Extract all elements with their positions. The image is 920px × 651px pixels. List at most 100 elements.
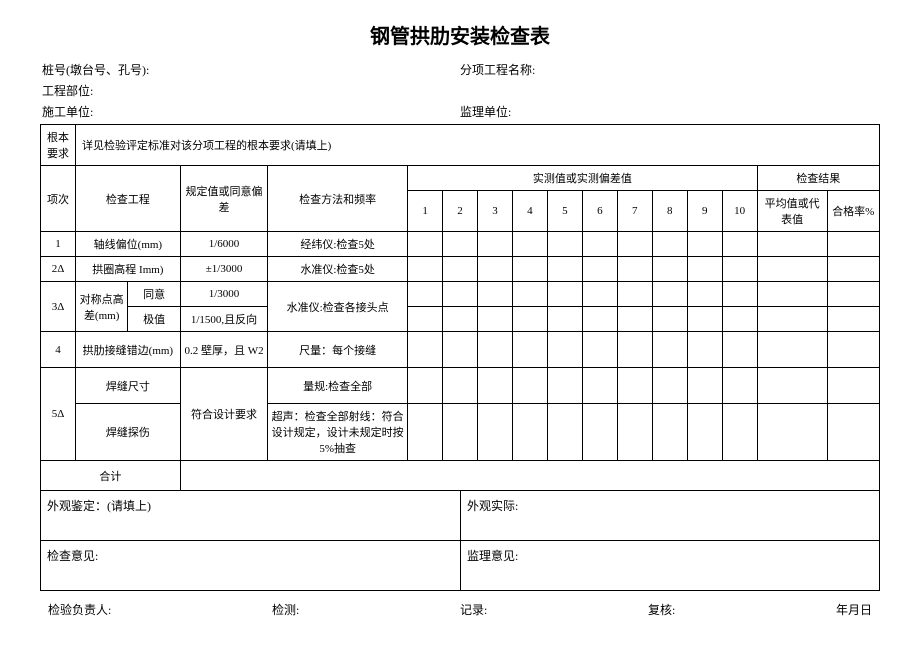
appearance-judge-box[interactable]: 外观鉴定：(请填上) — [40, 491, 460, 541]
cell-val[interactable] — [582, 332, 617, 368]
cell-val[interactable] — [478, 232, 513, 257]
header-row-2: 工程部位: — [40, 82, 880, 99]
appearance-actual-box[interactable]: 外观实际: — [460, 491, 880, 541]
cell-avg[interactable] — [757, 282, 827, 307]
cell-rate[interactable] — [827, 232, 879, 257]
cell-val[interactable] — [582, 232, 617, 257]
cell-val[interactable] — [582, 307, 617, 332]
cell-val[interactable] — [722, 232, 757, 257]
cell-val[interactable] — [547, 404, 582, 461]
cell-val[interactable] — [443, 282, 478, 307]
cell-val[interactable] — [512, 404, 547, 461]
cell-val[interactable] — [512, 232, 547, 257]
cell-val[interactable] — [687, 257, 722, 282]
col-n1: 1 — [408, 191, 443, 232]
cell-val[interactable] — [582, 368, 617, 404]
cell-val[interactable] — [687, 332, 722, 368]
cell-val[interactable] — [443, 307, 478, 332]
cell-val[interactable] — [408, 368, 443, 404]
cell-val[interactable] — [652, 307, 687, 332]
cell-val[interactable] — [652, 257, 687, 282]
cell-val[interactable] — [443, 332, 478, 368]
cell-val[interactable] — [617, 257, 652, 282]
cell-val[interactable] — [722, 404, 757, 461]
cell-val[interactable] — [512, 257, 547, 282]
cell-val[interactable] — [652, 332, 687, 368]
cell-val[interactable] — [512, 332, 547, 368]
col-result-group: 检查结果 — [757, 166, 879, 191]
cell-val[interactable] — [443, 404, 478, 461]
cell-val[interactable] — [443, 257, 478, 282]
cell-val[interactable] — [652, 404, 687, 461]
cell-val[interactable] — [687, 282, 722, 307]
cell-val[interactable] — [722, 332, 757, 368]
cell-val[interactable] — [687, 368, 722, 404]
total-cell[interactable] — [180, 461, 879, 491]
total-row: 合计 — [41, 461, 880, 491]
cell-val[interactable] — [617, 404, 652, 461]
cell-val[interactable] — [512, 282, 547, 307]
cell-val[interactable] — [443, 368, 478, 404]
cell-avg[interactable] — [757, 307, 827, 332]
cell-val[interactable] — [652, 282, 687, 307]
cell-val[interactable] — [547, 257, 582, 282]
cell-val[interactable] — [617, 232, 652, 257]
cell-val[interactable] — [582, 257, 617, 282]
cell-val[interactable] — [722, 257, 757, 282]
cell-rate[interactable] — [827, 307, 879, 332]
inspection-opinion-box[interactable]: 检查意见: — [40, 541, 460, 591]
cell-rate[interactable] — [827, 332, 879, 368]
cell-seq: 3Δ — [41, 282, 76, 332]
cell-val[interactable] — [408, 257, 443, 282]
cell-val[interactable] — [512, 368, 547, 404]
cell-val[interactable] — [617, 332, 652, 368]
cell-val[interactable] — [652, 368, 687, 404]
cell-avg[interactable] — [757, 404, 827, 461]
cell-method: 水准仪:检查各接头点 — [268, 282, 408, 332]
footer-test: 检测: — [272, 601, 299, 618]
cell-val[interactable] — [512, 307, 547, 332]
cell-val[interactable] — [652, 232, 687, 257]
cell-val[interactable] — [582, 404, 617, 461]
cell-val[interactable] — [547, 307, 582, 332]
cell-rate[interactable] — [827, 257, 879, 282]
cell-val[interactable] — [687, 404, 722, 461]
cell-val[interactable] — [408, 404, 443, 461]
cell-val[interactable] — [478, 257, 513, 282]
cell-rate[interactable] — [827, 282, 879, 307]
col-seq: 项次 — [41, 166, 76, 232]
cell-rate[interactable] — [827, 404, 879, 461]
basic-req-label: 根本要求 — [41, 125, 76, 166]
cell-val[interactable] — [582, 282, 617, 307]
cell-val[interactable] — [478, 332, 513, 368]
cell-val[interactable] — [722, 282, 757, 307]
cell-val[interactable] — [687, 232, 722, 257]
cell-rate[interactable] — [827, 368, 879, 404]
cell-val[interactable] — [408, 232, 443, 257]
cell-val[interactable] — [443, 232, 478, 257]
cell-avg[interactable] — [757, 368, 827, 404]
cell-avg[interactable] — [757, 332, 827, 368]
supervision-opinion-box[interactable]: 监理意见: — [460, 541, 880, 591]
col-method: 检查方法和频率 — [268, 166, 408, 232]
cell-val[interactable] — [547, 368, 582, 404]
cell-val[interactable] — [478, 404, 513, 461]
cell-val[interactable] — [687, 307, 722, 332]
cell-val[interactable] — [408, 282, 443, 307]
cell-val[interactable] — [617, 282, 652, 307]
cell-val[interactable] — [617, 307, 652, 332]
col-n10: 10 — [722, 191, 757, 232]
cell-val[interactable] — [547, 332, 582, 368]
cell-val[interactable] — [478, 368, 513, 404]
cell-val[interactable] — [722, 368, 757, 404]
cell-val[interactable] — [478, 307, 513, 332]
cell-val[interactable] — [408, 307, 443, 332]
cell-val[interactable] — [617, 368, 652, 404]
cell-avg[interactable] — [757, 257, 827, 282]
cell-val[interactable] — [722, 307, 757, 332]
cell-val[interactable] — [478, 282, 513, 307]
cell-avg[interactable] — [757, 232, 827, 257]
cell-val[interactable] — [547, 232, 582, 257]
cell-val[interactable] — [547, 282, 582, 307]
cell-val[interactable] — [408, 332, 443, 368]
